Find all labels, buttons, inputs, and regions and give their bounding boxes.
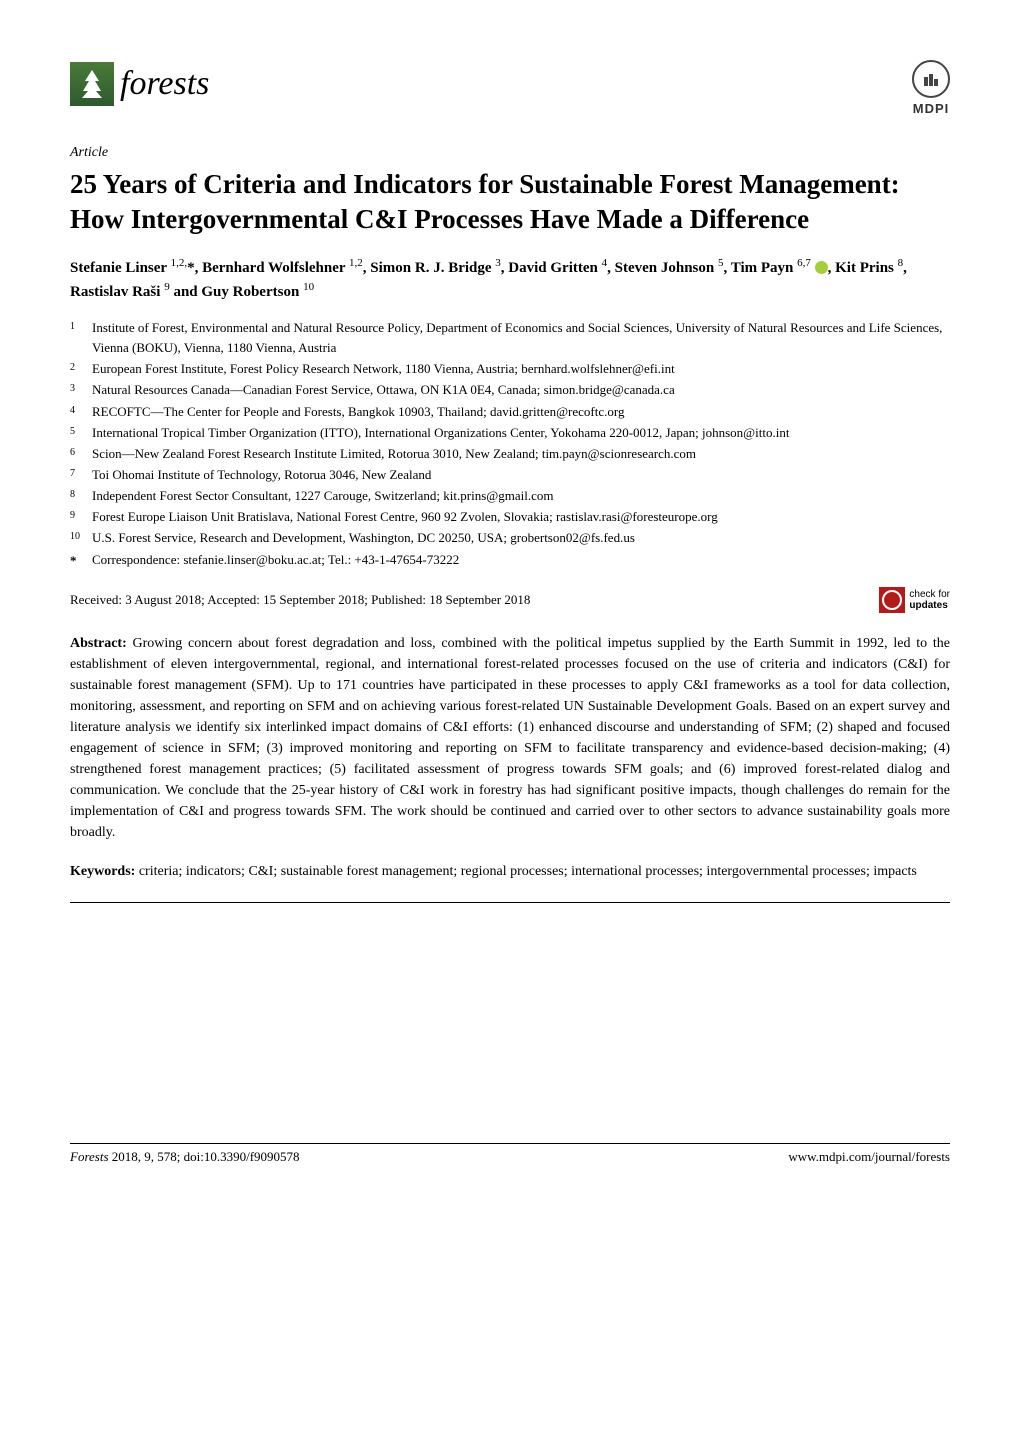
- section-divider: [70, 902, 950, 903]
- check-for-updates-badge[interactable]: check for updates: [879, 587, 950, 613]
- affiliation: 4RECOFTC—The Center for People and Fores…: [92, 402, 950, 422]
- correspondence: *Correspondence: stefanie.linser@boku.ac…: [92, 550, 950, 571]
- authors-line: Stefanie Linser 1,2,*, Bernhard Wolfsleh…: [70, 255, 950, 304]
- abstract: Abstract: Growing concern about forest d…: [70, 633, 950, 843]
- keywords-label: Keywords:: [70, 864, 135, 879]
- abstract-text: Growing concern about forest degradation…: [70, 636, 950, 840]
- updates-text: check for updates: [909, 589, 950, 611]
- author: Rastislav Raši 9 and: [70, 284, 201, 300]
- affiliation: 3Natural Resources Canada—Canadian Fores…: [92, 380, 950, 400]
- affiliation: 5International Tropical Timber Organizat…: [92, 423, 950, 443]
- affiliation: 7Toi Ohomai Institute of Technology, Rot…: [92, 465, 950, 485]
- author: Stefanie Linser 1,2,*,: [70, 260, 202, 276]
- affiliation: 10U.S. Forest Service, Research and Deve…: [92, 528, 950, 548]
- affiliation: 9Forest Europe Liaison Unit Bratislava, …: [92, 507, 950, 527]
- affiliations-list: 1Institute of Forest, Environmental and …: [70, 318, 950, 571]
- article-type: Article: [70, 143, 950, 163]
- publisher-logo: MDPI: [912, 60, 950, 118]
- affiliation: 8Independent Forest Sector Consultant, 1…: [92, 486, 950, 506]
- footer-url: www.mdpi.com/journal/forests: [788, 1148, 950, 1166]
- keywords: Keywords: criteria; indicators; C&I; sus…: [70, 861, 950, 882]
- abstract-label: Abstract:: [70, 636, 127, 651]
- author: Guy Robertson 10: [201, 284, 314, 300]
- affiliation: 1Institute of Forest, Environmental and …: [92, 318, 950, 358]
- author: Simon R. J. Bridge 3,: [370, 260, 508, 276]
- author: David Gritten 4,: [508, 260, 614, 276]
- updates-icon: [879, 587, 905, 613]
- author: Tim Payn 6,7 ,: [731, 260, 835, 276]
- journal-logo: forests: [70, 60, 209, 108]
- mdpi-circle-icon: [912, 60, 950, 98]
- publication-dates: Received: 3 August 2018; Accepted: 15 Se…: [70, 591, 530, 609]
- header-row: forests MDPI: [70, 60, 950, 118]
- publisher-name: MDPI: [913, 100, 950, 118]
- author: Steven Johnson 5,: [615, 260, 731, 276]
- dates-row: Received: 3 August 2018; Accepted: 15 Se…: [70, 587, 950, 613]
- affiliation: 6Scion—New Zealand Forest Research Insti…: [92, 444, 950, 464]
- tree-icon: [74, 66, 110, 102]
- article-title: 25 Years of Criteria and Indicators for …: [70, 167, 950, 237]
- orcid-icon: [815, 261, 828, 274]
- journal-tree-icon: [70, 62, 114, 106]
- footer-citation: Forests 2018, 9, 578; doi:10.3390/f90905…: [70, 1148, 300, 1166]
- author: Kit Prins 8,: [835, 260, 907, 276]
- journal-name: forests: [120, 60, 209, 108]
- mdpi-inner-icon: [920, 68, 942, 90]
- author: Bernhard Wolfslehner 1,2,: [202, 260, 370, 276]
- affiliation: 2European Forest Institute, Forest Polic…: [92, 359, 950, 379]
- keywords-text: criteria; indicators; C&I; sustainable f…: [139, 864, 917, 879]
- page-footer: Forests 2018, 9, 578; doi:10.3390/f90905…: [70, 1143, 950, 1166]
